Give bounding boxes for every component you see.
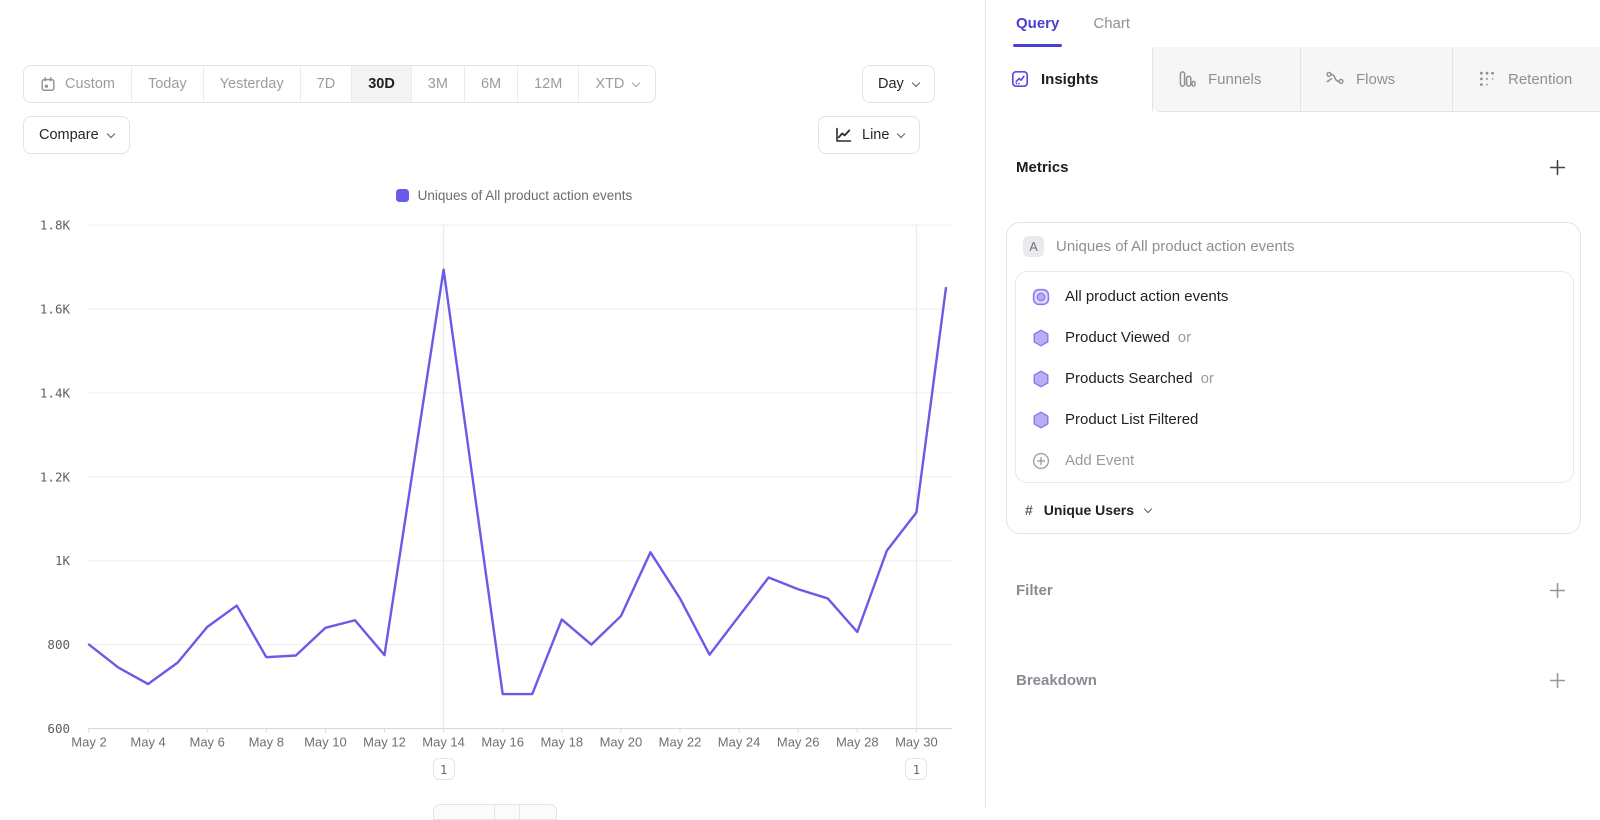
retention-icon (1480, 71, 1494, 86)
add-event-row[interactable]: Add Event (1016, 440, 1573, 481)
y-tick-label: 600 (47, 721, 70, 736)
range-xtd[interactable]: XTD (579, 66, 656, 102)
x-tick-label: May 16 (481, 735, 524, 750)
tab-funnels[interactable]: Funnels (1153, 47, 1301, 112)
x-tick-label: May 8 (249, 735, 284, 750)
chart-legend[interactable]: Uniques of All product action events (88, 188, 940, 203)
insights-icon (1011, 70, 1029, 88)
y-tick-label: 1.4K (40, 385, 71, 400)
metric-letter-badge: A (1023, 236, 1044, 257)
add-breakdown-button[interactable] (1549, 672, 1566, 689)
query-panel: Query Chart Insights Funnels (985, 0, 1600, 809)
chevron-down-icon (897, 129, 906, 138)
line-chart-icon (836, 127, 852, 142)
y-grid: 1.8K 1.6K 1.4K 1.2K 1K 800 600 (40, 218, 952, 736)
x-tick-label: May 26 (777, 735, 820, 750)
custom-event-icon (1032, 288, 1050, 305)
compare-dropdown[interactable]: Compare (23, 116, 130, 154)
tab-insights[interactable]: Insights (986, 47, 1153, 112)
event-hexagon-icon (1033, 411, 1049, 428)
x-tick-label: May 18 (540, 735, 583, 750)
calendar-icon (41, 77, 55, 91)
divider (494, 805, 495, 819)
breakdown-section-header: Breakdown (1016, 668, 1566, 692)
hash-icon: # (1025, 502, 1033, 518)
divider (519, 805, 520, 819)
annotation-badge[interactable]: 1 (432, 758, 455, 780)
range-custom[interactable]: Custom (24, 66, 132, 102)
range-30d[interactable]: 30D (352, 66, 412, 102)
event-hexagon-icon (1033, 329, 1049, 346)
range-custom-label: Custom (65, 76, 115, 92)
chevron-down-icon (632, 78, 641, 87)
event-row-products-searched[interactable]: Products Searched or (1016, 358, 1573, 399)
chevron-down-icon (911, 78, 921, 87)
x-axis: May 2 May 4 May 6 May 8 May 10 May 12 May 14 Ma… (71, 728, 952, 750)
y-tick-label: 1.2K (40, 469, 71, 484)
event-row-product-viewed[interactable]: Product Viewed or (1016, 317, 1573, 358)
x-tick-label: May 30 (895, 735, 938, 750)
range-12m[interactable]: 12M (518, 66, 580, 102)
x-tick-label: May 6 (189, 735, 224, 750)
x-tick-label: May 14 (422, 735, 465, 750)
add-metric-button[interactable] (1549, 159, 1566, 176)
x-tick-label: May 22 (659, 735, 702, 750)
x-tick-label: May 20 (600, 735, 643, 750)
panel-view-tabs: Query Chart (986, 0, 1600, 47)
event-row-all-product-action-events[interactable]: All product action events (1016, 276, 1573, 317)
x-tick-label: May 2 (71, 735, 106, 750)
range-yesterday[interactable]: Yesterday (203, 66, 301, 102)
legend-label: Uniques of All product action events (417, 188, 633, 203)
date-range-segmented-control: Custom Today Yesterday 7D 30D 3M 6M 12M … (23, 65, 657, 103)
range-6m[interactable]: 6M (464, 66, 519, 102)
series-line (87, 268, 948, 696)
y-tick-label: 1.6K (40, 302, 71, 317)
tab-flows[interactable]: Flows (1301, 47, 1453, 112)
measurement-dropdown[interactable]: # Unique Users (1025, 502, 1153, 518)
event-group-card: All product action events Product Viewed… (1015, 271, 1574, 483)
report-type-tabs: Insights Funnels Flows (986, 47, 1600, 112)
annotation-badge[interactable]: 1 (905, 758, 928, 780)
breakdown-heading: Breakdown (1016, 671, 1097, 689)
event-hexagon-icon (1033, 370, 1049, 387)
add-filter-button[interactable] (1549, 582, 1566, 599)
filter-section-header: Filter (1016, 578, 1566, 602)
chart-type-dropdown[interactable]: Line (818, 116, 921, 154)
filter-heading: Filter (1016, 581, 1053, 599)
x-tick-label: May 10 (304, 735, 347, 750)
metric-card: A Uniques of All product action events A… (1006, 222, 1581, 534)
chevron-down-icon (106, 129, 115, 138)
x-tick-label: May 4 (130, 735, 165, 750)
metrics-heading: Metrics (1016, 158, 1069, 176)
event-row-product-list-filtered[interactable]: Product List Filtered (1016, 399, 1573, 440)
funnels-icon (1179, 71, 1196, 87)
tab-query[interactable]: Query (1012, 0, 1063, 47)
range-3m[interactable]: 3M (411, 66, 465, 102)
annotation-popover-partial[interactable] (433, 804, 557, 820)
chevron-down-icon (1143, 504, 1153, 513)
y-tick-label: 1K (55, 553, 71, 568)
tab-retention[interactable]: Retention (1453, 47, 1600, 112)
metric-title: Uniques of All product action events (1056, 238, 1295, 255)
x-tick-label: May 12 (363, 735, 406, 750)
chart-panel: Custom Today Yesterday 7D 30D 3M 6M 12M … (23, 65, 952, 820)
x-tick-label: May 28 (836, 735, 879, 750)
add-event-icon (1032, 452, 1050, 469)
metric-header[interactable]: A Uniques of All product action events (1023, 236, 1294, 257)
x-tick-label: May 24 (718, 735, 761, 750)
y-tick-label: 800 (47, 637, 70, 652)
granularity-dropdown[interactable]: Day (862, 65, 935, 103)
flows-icon (1326, 71, 1344, 84)
range-7d[interactable]: 7D (300, 66, 353, 102)
tab-chart[interactable]: Chart (1093, 15, 1131, 32)
metrics-section-header: Metrics (1016, 155, 1566, 179)
range-today[interactable]: Today (131, 66, 204, 102)
legend-swatch (395, 189, 409, 202)
y-tick-label: 1.8K (40, 218, 71, 233)
